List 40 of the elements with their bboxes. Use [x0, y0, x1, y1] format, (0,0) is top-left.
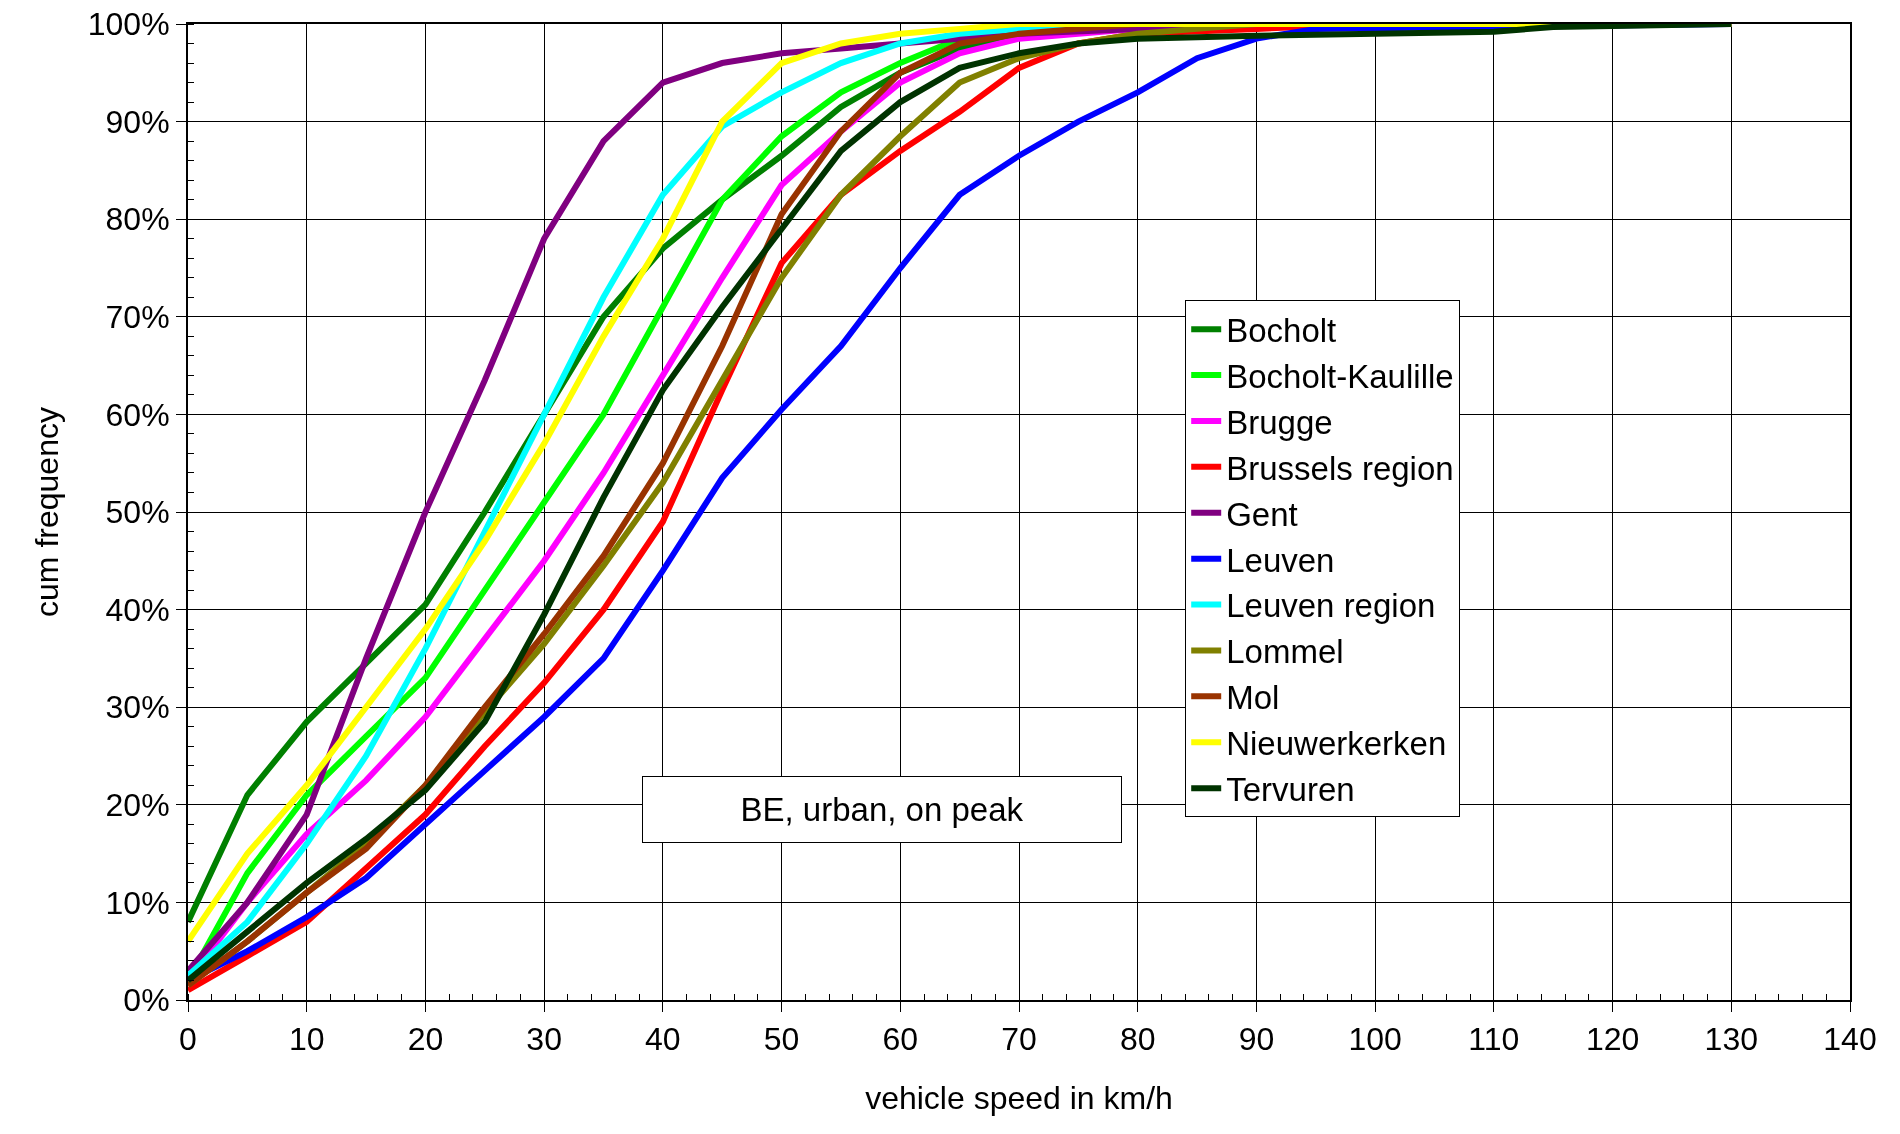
legend-label: Lommel — [1226, 633, 1344, 671]
y-tick-label: 70% — [105, 299, 170, 335]
x-tick-label: 70 — [1001, 1021, 1037, 1058]
y-tick-label: 10% — [105, 884, 170, 921]
y-tick-label: 60% — [105, 396, 170, 433]
x-tick-label: 110 — [1468, 1021, 1520, 1058]
x-tick-label: 40 — [645, 1021, 681, 1058]
x-tick-label: 90 — [1238, 1021, 1275, 1058]
x-tick-label: 10 — [288, 1021, 325, 1058]
y-tick-label: 50% — [105, 494, 170, 531]
legend-label: Nieuwerkerken — [1226, 725, 1447, 763]
y-tick-label: 40% — [105, 591, 170, 628]
x-tick-label: 140 — [1823, 1021, 1877, 1058]
x-tick-label: 100 — [1348, 1021, 1402, 1058]
annotation: BE, urban, on peak — [740, 791, 1024, 828]
legend-label: Brugge — [1226, 403, 1333, 441]
x-tick-label: 30 — [526, 1021, 562, 1058]
x-tick-label: 60 — [882, 1021, 919, 1058]
legend-label: Gent — [1226, 495, 1298, 533]
x-axis-title: vehicle speed in km/h — [865, 1079, 1173, 1116]
x-tick-label: 120 — [1585, 1021, 1640, 1058]
legend-label: Brussels region — [1226, 449, 1454, 487]
y-tick-label: 90% — [105, 103, 170, 140]
x-tick-label: 0 — [179, 1021, 197, 1058]
y-axis-title: cum frequency — [28, 407, 65, 617]
legend-label: Bocholt — [1226, 312, 1337, 350]
x-tick-label: 20 — [407, 1021, 444, 1058]
x-tick-label: 80 — [1119, 1021, 1156, 1058]
legend-label: Bocholt-Kaulille — [1226, 357, 1454, 395]
legend-label: Leuven region — [1226, 587, 1436, 625]
x-tick-label: 130 — [1704, 1021, 1758, 1058]
y-tick-label: 30% — [105, 689, 170, 726]
legend-label: Leuven — [1226, 541, 1335, 579]
y-tick-label: 100% — [87, 6, 170, 43]
legend-label: Tervuren — [1226, 771, 1355, 809]
legend-label: Mol — [1226, 679, 1280, 717]
x-tick-label: 50 — [763, 1021, 800, 1058]
y-tick-label: 0% — [123, 982, 170, 1019]
y-tick-label: 80% — [105, 201, 170, 238]
y-tick-label: 20% — [105, 787, 170, 823]
